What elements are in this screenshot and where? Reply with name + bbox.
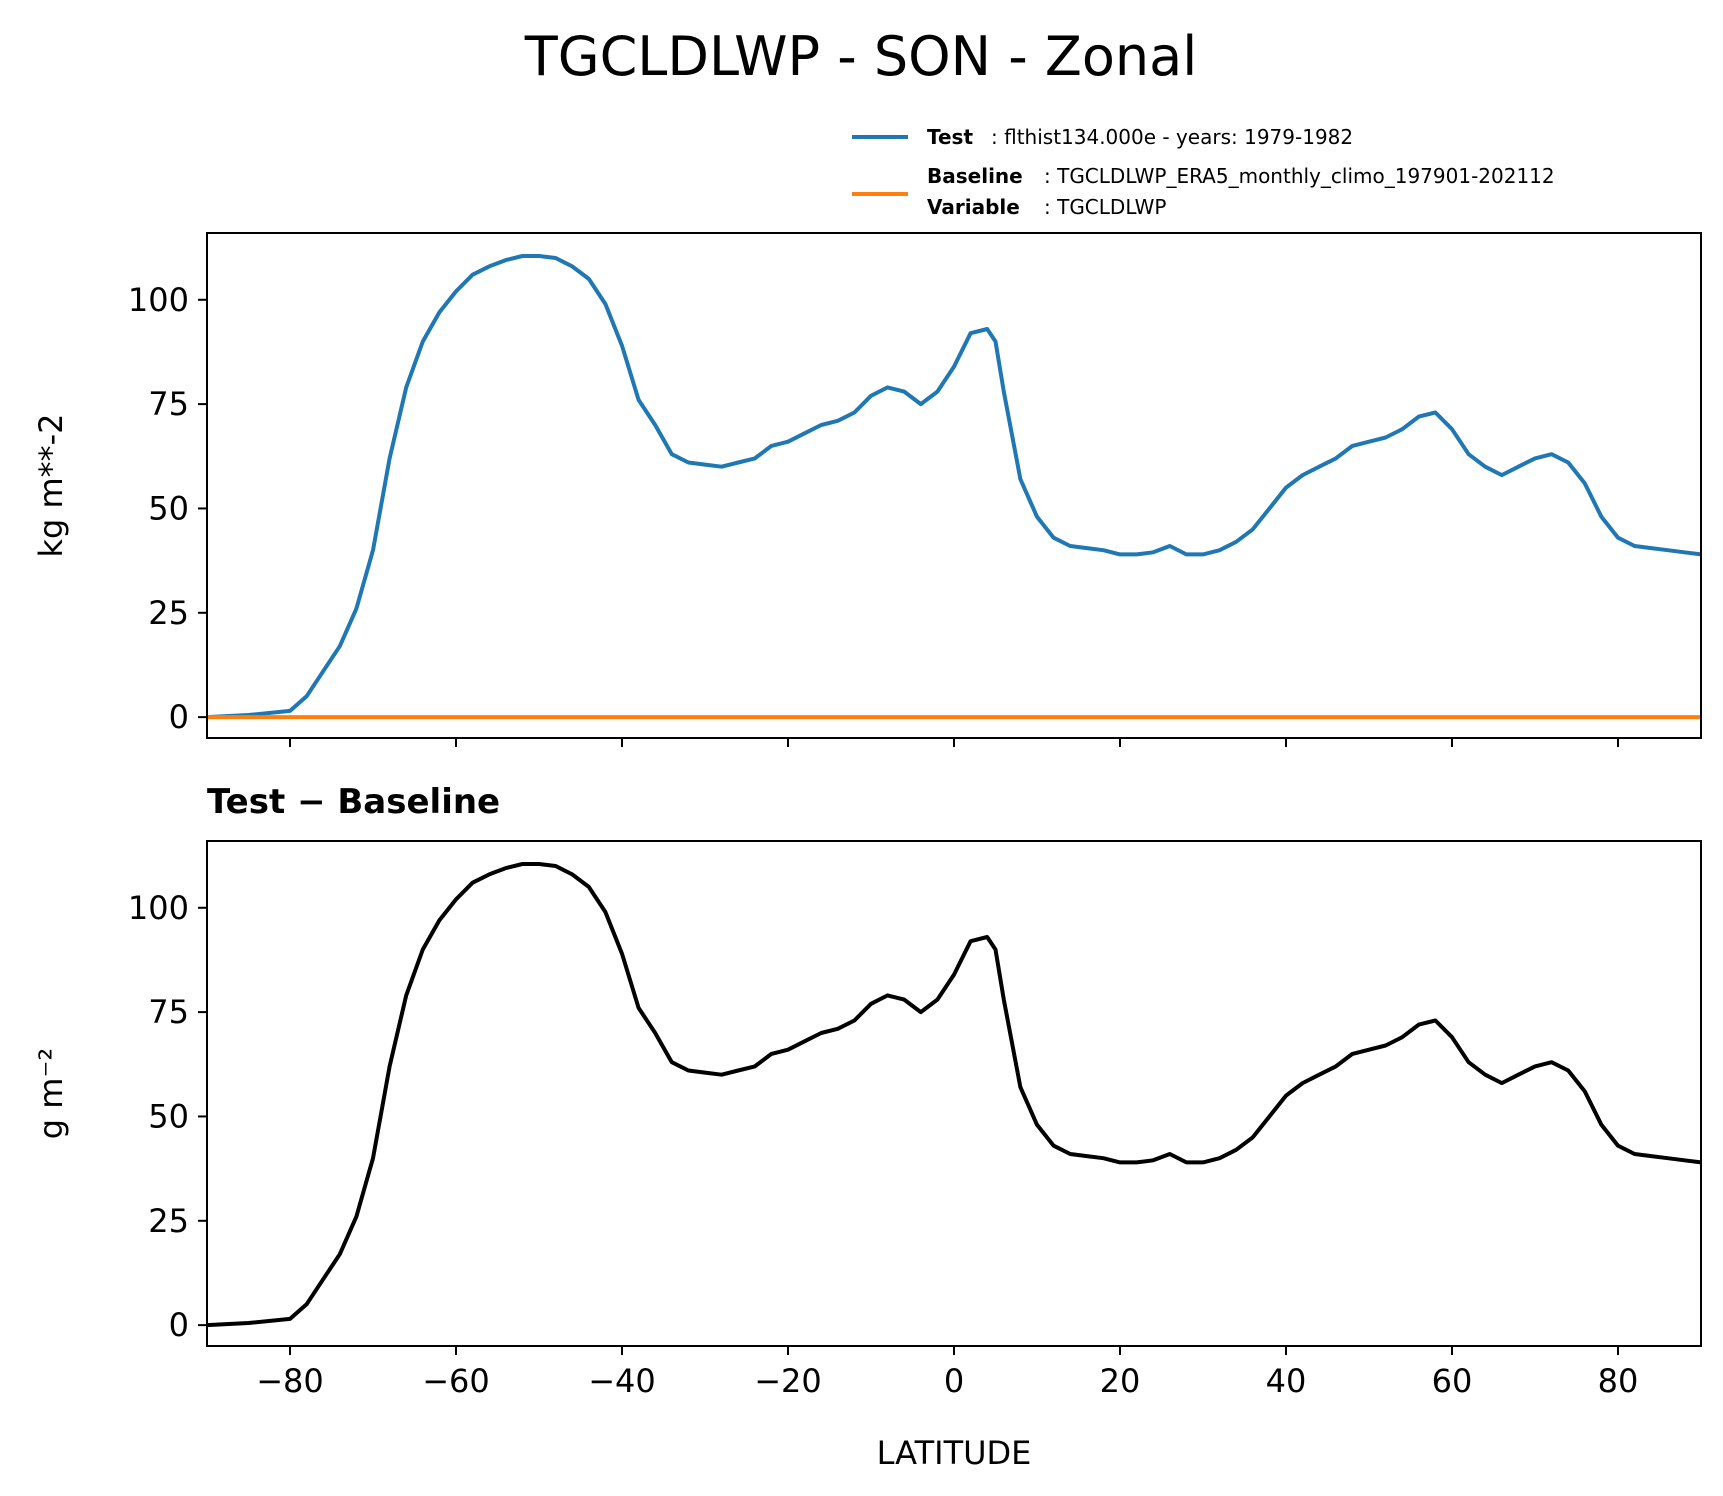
figure-title: TGCLDLWP - SON - Zonal [524, 25, 1197, 88]
x-tick-label: 80 [1598, 1362, 1639, 1400]
legend-test-label: Test [927, 125, 973, 149]
x-tick-label: 20 [1100, 1362, 1141, 1400]
top-axes-frame [206, 232, 1702, 739]
x-axis-label: LATITUDE [877, 1434, 1032, 1472]
y-tick-label: 100 [128, 889, 189, 927]
y-tick-label: 0 [169, 1306, 189, 1344]
legend-variable-label: Variable [927, 195, 1020, 219]
legend-baseline-text: : TGCLDLWP_ERA5_monthly_climo_197901-202… [1044, 164, 1555, 188]
legend: Test : flthist134.000e - years: 1979-198… [852, 125, 1555, 219]
top-panel: 0 25 50 75 100 kg m**-2 [32, 232, 1702, 747]
x-tick-label: −40 [588, 1362, 656, 1400]
y-tick-label: 50 [148, 1097, 189, 1135]
x-tick-label: −20 [754, 1362, 822, 1400]
x-tick-label: 0 [944, 1362, 964, 1400]
legend-test-text: : flthist134.000e - years: 1979-1982 [991, 125, 1353, 149]
y-tick-label: 75 [148, 993, 189, 1031]
y-tick-label: 75 [148, 385, 189, 423]
x-tick-label: −80 [256, 1362, 324, 1400]
x-tick-label: 60 [1432, 1362, 1473, 1400]
bottom-series-line-0 [206, 862, 1702, 1328]
y-tick-label: 100 [128, 281, 189, 319]
bottom-plot-area: 0 25 50 75 100 −80 −60 −40 −20 0 20 40 60 80 [128, 840, 1702, 1400]
legend-variable-text: : TGCLDLWP [1044, 195, 1166, 219]
y-tick-label: 50 [148, 489, 189, 527]
bottom-panel: Test − Baseline 0 25 50 75 100 −80 −60 −40 −20 0 2… [32, 782, 1702, 1472]
y-tick-label: 25 [148, 594, 189, 632]
bottom-axes-frame [206, 840, 1702, 1347]
x-tick-label: 40 [1266, 1362, 1307, 1400]
y-tick-label: 0 [169, 698, 189, 736]
top-plot-area: 0 25 50 75 100 [128, 232, 1702, 747]
y-tick-label: 25 [148, 1202, 189, 1240]
bottom-panel-title: Test − Baseline [207, 782, 500, 822]
top-y-axis-label: kg m**-2 [32, 413, 70, 557]
bottom-y-axis-label: g m⁻² [32, 1048, 70, 1139]
legend-baseline-label: Baseline [927, 164, 1023, 188]
x-tick-label: −60 [422, 1362, 490, 1400]
top-series-line-0 [206, 254, 1702, 720]
